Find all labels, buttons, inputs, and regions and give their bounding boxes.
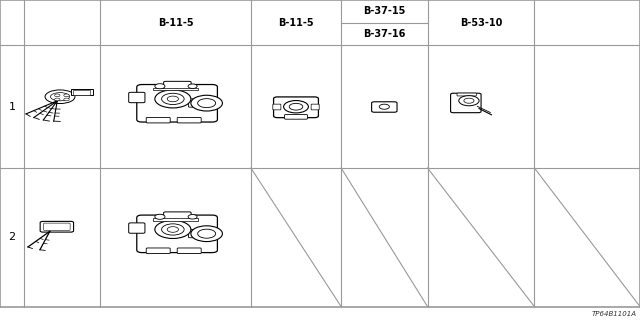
FancyBboxPatch shape: [311, 104, 319, 110]
FancyBboxPatch shape: [451, 93, 481, 113]
Circle shape: [191, 226, 223, 242]
Circle shape: [198, 229, 216, 238]
Text: B-11-5: B-11-5: [278, 18, 314, 28]
Circle shape: [155, 214, 165, 219]
FancyBboxPatch shape: [71, 89, 93, 95]
FancyBboxPatch shape: [177, 248, 201, 253]
Circle shape: [64, 94, 69, 97]
FancyBboxPatch shape: [40, 221, 74, 232]
FancyBboxPatch shape: [137, 215, 218, 252]
FancyBboxPatch shape: [153, 218, 198, 221]
Circle shape: [289, 103, 303, 110]
FancyBboxPatch shape: [73, 90, 90, 94]
Circle shape: [54, 98, 60, 101]
FancyBboxPatch shape: [457, 93, 476, 96]
FancyBboxPatch shape: [164, 212, 191, 220]
Circle shape: [64, 98, 69, 101]
FancyBboxPatch shape: [189, 229, 209, 238]
FancyBboxPatch shape: [129, 92, 145, 103]
Circle shape: [380, 104, 389, 109]
Circle shape: [161, 224, 184, 235]
FancyBboxPatch shape: [372, 102, 397, 112]
Circle shape: [198, 99, 216, 108]
FancyBboxPatch shape: [273, 104, 281, 110]
Ellipse shape: [45, 90, 75, 104]
Circle shape: [54, 94, 60, 97]
FancyBboxPatch shape: [137, 84, 218, 122]
Circle shape: [167, 96, 179, 102]
Text: B-37-16: B-37-16: [363, 29, 406, 39]
FancyBboxPatch shape: [189, 99, 209, 107]
Text: 1: 1: [9, 102, 15, 112]
FancyBboxPatch shape: [147, 117, 170, 123]
Circle shape: [188, 214, 197, 219]
FancyBboxPatch shape: [285, 115, 307, 119]
FancyBboxPatch shape: [153, 88, 198, 91]
Circle shape: [155, 90, 191, 108]
FancyBboxPatch shape: [273, 97, 319, 118]
FancyBboxPatch shape: [177, 117, 201, 123]
FancyBboxPatch shape: [129, 223, 145, 233]
FancyBboxPatch shape: [164, 81, 191, 90]
Ellipse shape: [51, 93, 70, 101]
Circle shape: [188, 84, 197, 89]
Text: B-11-5: B-11-5: [158, 18, 193, 28]
Text: 2: 2: [8, 232, 16, 242]
Circle shape: [459, 96, 479, 106]
Text: TP64B1101A: TP64B1101A: [592, 311, 637, 317]
FancyBboxPatch shape: [147, 248, 170, 253]
Text: B-37-15: B-37-15: [363, 6, 406, 16]
Circle shape: [284, 100, 308, 113]
Circle shape: [191, 95, 223, 111]
Circle shape: [167, 227, 179, 232]
FancyBboxPatch shape: [44, 223, 70, 230]
Text: B-53-10: B-53-10: [460, 18, 502, 28]
Circle shape: [155, 84, 165, 89]
Circle shape: [155, 220, 191, 238]
Circle shape: [464, 98, 474, 103]
Circle shape: [161, 93, 184, 105]
